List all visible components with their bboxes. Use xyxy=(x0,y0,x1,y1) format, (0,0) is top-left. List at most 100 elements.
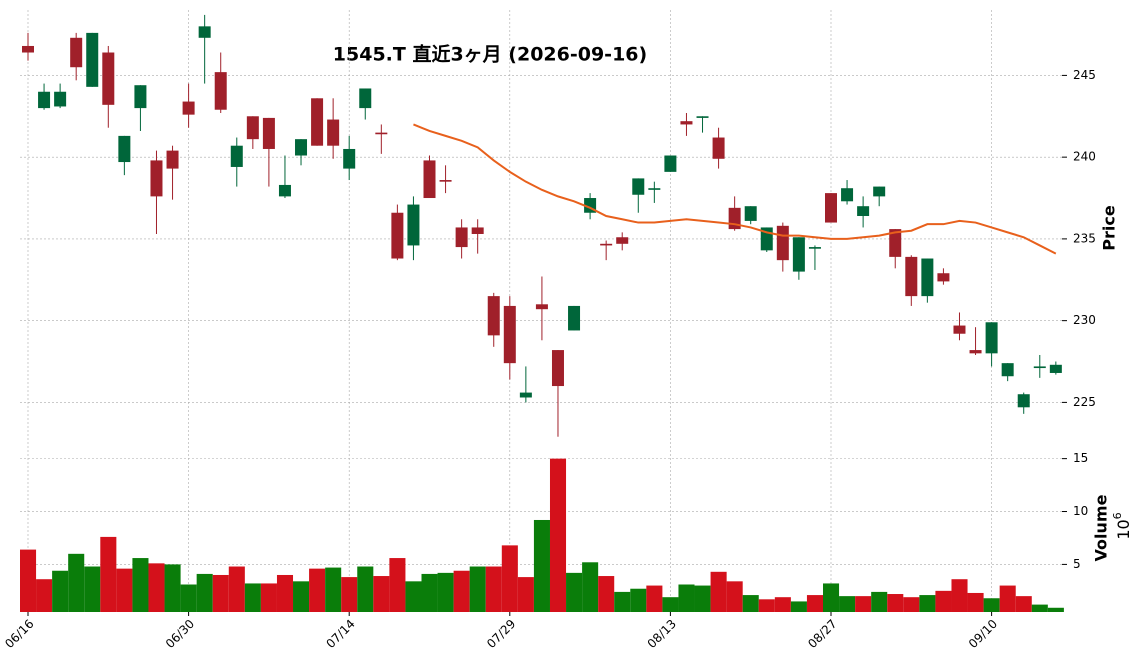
volume-bar xyxy=(373,576,390,612)
candle-body xyxy=(712,137,725,159)
volume-bar xyxy=(742,595,759,612)
candle-body xyxy=(182,101,195,115)
volume-bar xyxy=(806,595,823,612)
volume-bar xyxy=(389,558,406,612)
volume-bar xyxy=(485,566,502,612)
volume-bar xyxy=(549,458,567,612)
volume-bar xyxy=(244,583,261,612)
candle-body xyxy=(455,227,468,248)
candle-body xyxy=(648,188,661,190)
candle-body xyxy=(889,229,902,257)
candle-body xyxy=(776,225,789,261)
volume-bar xyxy=(276,574,294,612)
candle-body xyxy=(423,160,436,199)
candle-body xyxy=(278,184,291,197)
volume-bar xyxy=(855,596,872,612)
volume-scale-exponent: 6 xyxy=(1111,512,1124,519)
candle-body xyxy=(70,37,83,68)
volume-bar xyxy=(405,581,422,612)
volume-bar xyxy=(694,585,711,612)
volume-bar xyxy=(180,584,197,612)
candle-body xyxy=(295,139,308,156)
volume-bar xyxy=(309,568,326,612)
candle-body xyxy=(792,237,805,272)
candle-body xyxy=(246,116,259,140)
x-tick-label: 06/30 xyxy=(163,617,197,651)
x-tick-label: 06/16 xyxy=(2,617,36,651)
y-tick-label: 240 xyxy=(1073,150,1096,164)
volume-bar xyxy=(919,595,936,612)
candle-body xyxy=(905,256,918,297)
volume-bar xyxy=(52,570,69,612)
y-tick-label: 230 xyxy=(1073,313,1096,327)
candle-body xyxy=(343,148,356,169)
candle-body xyxy=(841,188,854,202)
volume-scale: 106 xyxy=(1111,512,1133,539)
candle-body xyxy=(535,304,548,310)
candle-body xyxy=(407,204,420,246)
candle-body xyxy=(600,243,613,246)
volume-bar xyxy=(887,594,904,612)
candle-body xyxy=(359,88,372,109)
candle-body xyxy=(1033,366,1046,369)
x-tick-label: 08/27 xyxy=(805,617,839,651)
volume-bar xyxy=(630,588,647,612)
volume-bar xyxy=(212,574,229,612)
volume-bar xyxy=(68,553,85,612)
candle-body xyxy=(503,305,516,364)
y-tick-label: 15 xyxy=(1073,451,1088,465)
volume-bar xyxy=(935,590,952,612)
volume-bar xyxy=(951,579,968,612)
volume-bar xyxy=(357,566,374,612)
volume-bar xyxy=(36,579,53,612)
candle-body xyxy=(632,178,645,195)
candle-body xyxy=(744,206,757,221)
candle-body xyxy=(937,273,950,282)
candle-body xyxy=(519,392,532,398)
volume-bar xyxy=(20,549,37,612)
candle-body xyxy=(551,350,564,387)
volume-bar xyxy=(260,583,277,612)
volume-axis-label: Volume xyxy=(1092,494,1111,561)
candle-body xyxy=(969,350,982,354)
candle-body xyxy=(1001,363,1014,377)
y-tick-label: 5 xyxy=(1073,557,1081,571)
volume-bar xyxy=(1031,604,1048,612)
candle-body xyxy=(921,258,934,297)
x-tick-label: 08/13 xyxy=(645,617,679,651)
volume-bar xyxy=(148,563,165,612)
volume-bar xyxy=(726,581,743,612)
candle-body xyxy=(616,237,629,244)
volume-bar xyxy=(501,545,518,612)
volume-bar xyxy=(823,583,840,612)
candle-body xyxy=(22,45,34,53)
candle-body xyxy=(54,91,67,107)
candle-body xyxy=(953,325,966,334)
candle-body xyxy=(873,186,886,197)
candle-body xyxy=(487,296,500,336)
candle-body xyxy=(214,72,227,110)
x-tick-label: 07/29 xyxy=(484,617,518,651)
volume-bar xyxy=(84,566,101,612)
volume-bar xyxy=(999,585,1016,612)
candle-body xyxy=(262,117,275,149)
volume-bar xyxy=(758,599,775,612)
y-axis-label: Price xyxy=(1100,205,1119,251)
candle-body xyxy=(1049,364,1062,373)
volume-bar xyxy=(293,581,310,612)
x-tick-label: 07/14 xyxy=(323,617,357,651)
y-tick-label: 10 xyxy=(1073,504,1088,518)
volume-bar xyxy=(517,577,534,612)
volume-bar xyxy=(116,568,133,612)
volume-bar xyxy=(341,577,358,612)
candle-body xyxy=(118,135,131,163)
candle-body xyxy=(696,116,709,118)
candle-body xyxy=(471,227,484,234)
candle-body xyxy=(327,119,340,146)
candle-body xyxy=(808,247,821,249)
volume-bar xyxy=(566,572,583,612)
volume-bar xyxy=(710,571,727,612)
candle-body xyxy=(375,132,388,135)
candle-body xyxy=(680,121,693,125)
